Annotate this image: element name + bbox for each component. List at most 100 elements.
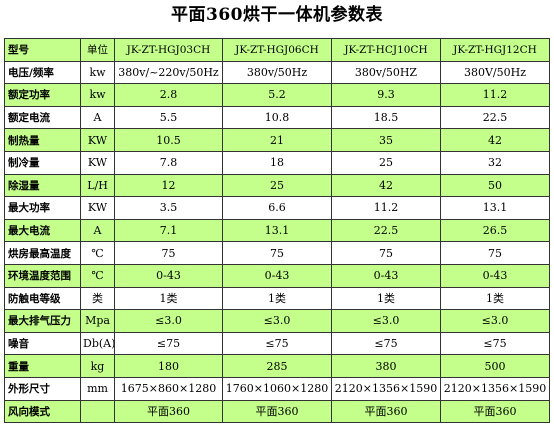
table-cell: ≤3.0 <box>222 309 332 333</box>
table-cell: 500 <box>440 354 550 378</box>
table-cell: 0-43 <box>331 263 441 288</box>
table-cell: ≤3.0 <box>114 309 223 333</box>
table-cell: 平面360 <box>114 399 223 424</box>
spec-table-body: 型号 单位 JK-ZT-HGJ03CH JK-ZT-HGJ06CH JK-ZT-… <box>4 38 550 424</box>
row-unit: 类 <box>80 286 115 311</box>
header-cell-model-1: JK-ZT-HGJ03CH <box>114 38 223 62</box>
row-unit: mm <box>80 376 115 401</box>
table-cell: 75 <box>440 241 550 265</box>
table-cell: 0-43 <box>440 263 550 288</box>
table-cell: 9.3 <box>331 83 441 107</box>
table-cell: 22.5 <box>440 105 550 130</box>
table-cell: 380 <box>331 354 441 378</box>
table-row: 除湿量 L/H 12 25 42 50 <box>4 173 550 198</box>
row-label: 制热量 <box>4 128 81 152</box>
table-cell: 11.2 <box>440 83 550 107</box>
table-cell: 25 <box>331 150 441 175</box>
row-label: 最大电流 <box>4 218 81 243</box>
table-cell: 2.8 <box>114 83 223 107</box>
table-row: 风向模式 平面360 平面360 平面360 平面360 <box>4 399 550 424</box>
table-header-row: 型号 单位 JK-ZT-HGJ03CH JK-ZT-HGJ06CH JK-ZT-… <box>4 38 550 62</box>
table-cell: 18 <box>222 150 332 175</box>
table-cell: 2120×1356×1590 <box>440 376 550 401</box>
table-cell: 7.1 <box>114 218 223 243</box>
table-cell: ≤75 <box>331 331 441 356</box>
row-unit: Db(A) <box>80 331 115 356</box>
table-cell: 42 <box>331 173 441 198</box>
row-unit: ℃ <box>80 263 115 288</box>
table-cell: 0-43 <box>222 263 332 288</box>
row-unit: kw <box>80 83 115 107</box>
table-cell: 18.5 <box>331 105 441 130</box>
table-cell: 32 <box>440 150 550 175</box>
table-cell: 平面360 <box>440 399 550 424</box>
table-cell: 6.6 <box>222 196 332 220</box>
table-cell: 35 <box>331 128 441 152</box>
table-cell: 22.5 <box>331 218 441 243</box>
table-cell: 5.2 <box>222 83 332 107</box>
row-label: 环境温度范围 <box>4 263 81 288</box>
header-cell-model-3: JK-ZT-HCJ10CH <box>331 38 441 62</box>
table-cell: 平面360 <box>222 399 332 424</box>
row-unit: A <box>80 105 115 130</box>
table-cell: 25 <box>222 173 332 198</box>
table-row: 制热量 KW 10.5 21 35 42 <box>4 128 550 152</box>
spec-table: 型号 单位 JK-ZT-HGJ03CH JK-ZT-HGJ06CH JK-ZT-… <box>4 38 550 424</box>
table-cell: 10.8 <box>222 105 332 130</box>
table-cell: 2120×1356×1590 <box>331 376 441 401</box>
table-cell: 26.5 <box>440 218 550 243</box>
header-cell-model-2: JK-ZT-HGJ06CH <box>222 38 332 62</box>
table-cell: 5.5 <box>114 105 223 130</box>
row-label: 重量 <box>4 354 81 378</box>
table-row: 噪音 Db(A) ≤75 ≤75 ≤75 ≤75 <box>4 331 550 356</box>
table-row: 最大功率 KW 3.5 6.6 11.2 13.1 <box>4 196 550 220</box>
table-cell: 285 <box>222 354 332 378</box>
row-unit: Mpa <box>80 309 115 333</box>
header-cell-model: 型号 <box>4 38 81 62</box>
table-cell: 75 <box>114 241 223 265</box>
table-cell: 0-43 <box>114 263 223 288</box>
row-label: 除湿量 <box>4 173 81 198</box>
row-label: 额定功率 <box>4 83 81 107</box>
row-unit: kg <box>80 354 115 378</box>
row-unit: L/H <box>80 173 115 198</box>
table-cell: 380v/50HZ <box>331 60 441 85</box>
table-cell: 380v/50Hz <box>222 60 332 85</box>
table-cell: 1类 <box>222 286 332 311</box>
row-unit: KW <box>80 196 115 220</box>
table-row: 最大电流 A 7.1 13.1 22.5 26.5 <box>4 218 550 243</box>
table-cell: ≤75 <box>440 331 550 356</box>
row-label: 风向模式 <box>4 399 81 424</box>
table-row: 最大排气压力 Mpa ≤3.0 ≤3.0 ≤3.0 ≤3.0 <box>4 309 550 333</box>
row-label: 烘房最高温度 <box>4 241 81 265</box>
row-label: 噪音 <box>4 331 81 356</box>
header-cell-unit: 单位 <box>80 38 115 62</box>
table-row: 制冷量 KW 7.8 18 25 32 <box>4 150 550 175</box>
table-cell: 50 <box>440 173 550 198</box>
row-unit: KW <box>80 150 115 175</box>
table-cell: 3.5 <box>114 196 223 220</box>
table-cell: 11.2 <box>331 196 441 220</box>
table-cell: 380v/~220v/50Hz <box>114 60 223 85</box>
table-row: 外形尺寸 mm 1675×860×1280 1760×1060×1280 2120×13… <box>4 376 550 401</box>
row-unit: ℃ <box>80 241 115 265</box>
row-label: 额定电流 <box>4 105 81 130</box>
row-label: 防触电等级 <box>4 286 81 311</box>
table-cell: ≤3.0 <box>331 309 441 333</box>
table-cell: 42 <box>440 128 550 152</box>
table-cell: 1760×1060×1280 <box>222 376 332 401</box>
header-cell-model-4: JK-ZT-HGJ12CH <box>440 38 550 62</box>
table-cell: 75 <box>222 241 332 265</box>
page-title: 平面360烘干一体机参数表 <box>171 5 383 25</box>
table-cell: 13.1 <box>440 196 550 220</box>
row-label: 最大排气压力 <box>4 309 81 333</box>
table-row: 环境温度范围 ℃ 0-43 0-43 0-43 0-43 <box>4 263 550 288</box>
table-cell: ≤75 <box>114 331 223 356</box>
row-unit: A <box>80 218 115 243</box>
table-row: 烘房最高温度 ℃ 75 75 75 75 <box>4 241 550 265</box>
row-label: 电压/频率 <box>4 60 81 85</box>
table-cell: 平面360 <box>331 399 441 424</box>
table-row: 重量 kg 180 285 380 500 <box>4 354 550 378</box>
table-cell: ≤3.0 <box>440 309 550 333</box>
table-cell: 1675×860×1280 <box>114 376 223 401</box>
